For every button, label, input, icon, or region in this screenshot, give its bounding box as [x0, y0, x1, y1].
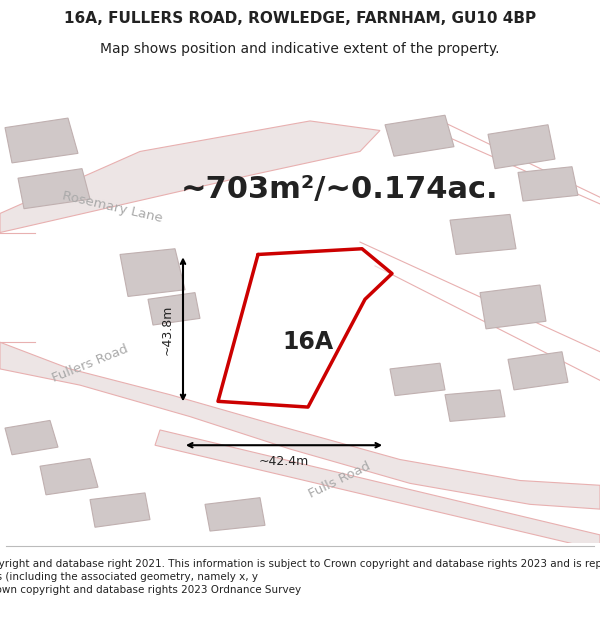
- Polygon shape: [18, 169, 90, 209]
- Text: Map shows position and indicative extent of the property.: Map shows position and indicative extent…: [100, 41, 500, 56]
- Text: Contains OS data © Crown copyright and database right 2021. This information is : Contains OS data © Crown copyright and d…: [0, 559, 600, 609]
- Polygon shape: [155, 430, 600, 550]
- Polygon shape: [148, 292, 200, 325]
- Polygon shape: [0, 342, 600, 509]
- Polygon shape: [508, 352, 568, 390]
- Text: ~42.4m: ~42.4m: [259, 455, 309, 468]
- Polygon shape: [218, 249, 392, 407]
- Polygon shape: [450, 214, 516, 254]
- Text: Rosemary Lane: Rosemary Lane: [61, 189, 163, 224]
- Polygon shape: [120, 249, 185, 296]
- Text: Fullers Road: Fullers Road: [50, 342, 130, 384]
- Polygon shape: [205, 498, 265, 531]
- Polygon shape: [390, 363, 445, 396]
- Text: ~43.8m: ~43.8m: [161, 304, 173, 354]
- Polygon shape: [40, 459, 98, 495]
- Text: Fulls Road: Fulls Road: [307, 460, 373, 501]
- Polygon shape: [5, 118, 78, 163]
- Polygon shape: [385, 115, 454, 156]
- Polygon shape: [480, 285, 546, 329]
- Polygon shape: [518, 167, 578, 201]
- Text: ~703m²/~0.174ac.: ~703m²/~0.174ac.: [181, 175, 499, 204]
- Polygon shape: [488, 125, 555, 169]
- Polygon shape: [90, 493, 150, 528]
- Polygon shape: [5, 421, 58, 455]
- Polygon shape: [0, 121, 380, 232]
- Text: 16A, FULLERS ROAD, ROWLEDGE, FARNHAM, GU10 4BP: 16A, FULLERS ROAD, ROWLEDGE, FARNHAM, GU…: [64, 11, 536, 26]
- Text: 16A: 16A: [283, 330, 334, 354]
- Polygon shape: [445, 390, 505, 421]
